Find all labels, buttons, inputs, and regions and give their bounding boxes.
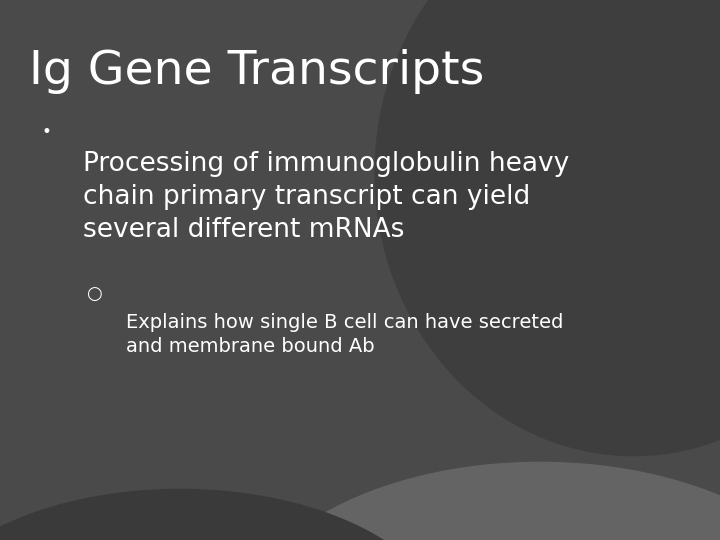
Text: Explains how single B cell can have secreted
and membrane bound Ab: Explains how single B cell can have secr… <box>126 313 563 356</box>
Ellipse shape <box>0 489 450 540</box>
Ellipse shape <box>374 0 720 456</box>
Text: Ig Gene Transcripts: Ig Gene Transcripts <box>29 49 484 93</box>
Text: •: • <box>42 123 52 141</box>
Text: Processing of immunoglobulin heavy
chain primary transcript can yield
several di: Processing of immunoglobulin heavy chain… <box>83 151 569 243</box>
Ellipse shape <box>234 462 720 540</box>
Text: ○: ○ <box>86 285 102 303</box>
